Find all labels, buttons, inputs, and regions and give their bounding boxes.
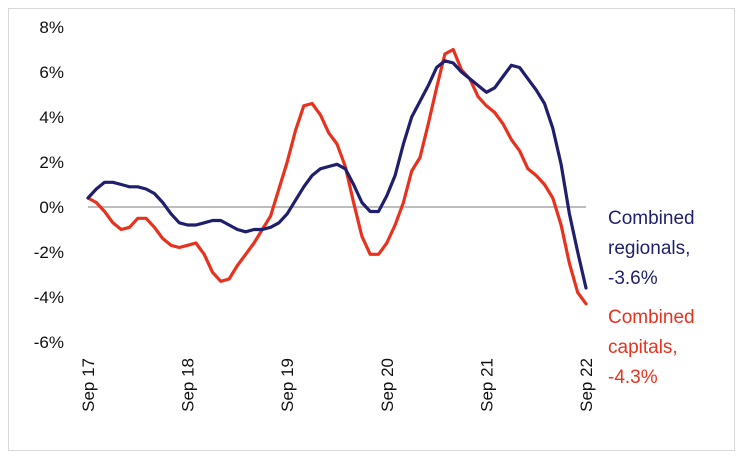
x-tick-label: Sep 17 <box>79 358 98 412</box>
x-tick-label: Sep 19 <box>278 358 297 412</box>
series-label: capitals, <box>608 337 678 358</box>
y-tick-label: -6% <box>34 333 64 352</box>
series-labels: Combined regionals, -3.6% Combined capitals,… <box>608 208 695 388</box>
x-tick-label: Sep 18 <box>179 358 198 412</box>
y-tick-label: 6% <box>39 63 64 82</box>
y-tick-label: 8% <box>39 18 64 37</box>
series-label: regionals, <box>608 238 690 259</box>
series-lines <box>86 47 588 306</box>
y-axis-ticks: 8% 6% 4% 2% 0% -2% -4% -6% <box>34 18 64 352</box>
series-label: -4.3% <box>608 367 658 388</box>
y-tick-label: -4% <box>34 288 64 307</box>
chart-frame <box>8 8 735 451</box>
x-tick-label: Sep 20 <box>378 358 397 412</box>
y-tick-label: 0% <box>39 198 64 217</box>
series-label: -3.6% <box>608 268 658 289</box>
x-tick-label: Sep 21 <box>477 358 496 412</box>
y-tick-label: 2% <box>39 153 64 172</box>
series-label: Combined <box>608 208 695 229</box>
series-line <box>86 59 588 290</box>
x-axis-ticks: Sep 17 Sep 18 Sep 19 Sep 20 Sep 21 Sep 22 <box>79 358 596 412</box>
series-label: Combined <box>608 307 695 328</box>
y-tick-label: -2% <box>34 243 64 262</box>
x-tick-label: Sep 22 <box>577 358 596 412</box>
y-tick-label: 4% <box>39 108 64 127</box>
series-line <box>86 47 588 306</box>
